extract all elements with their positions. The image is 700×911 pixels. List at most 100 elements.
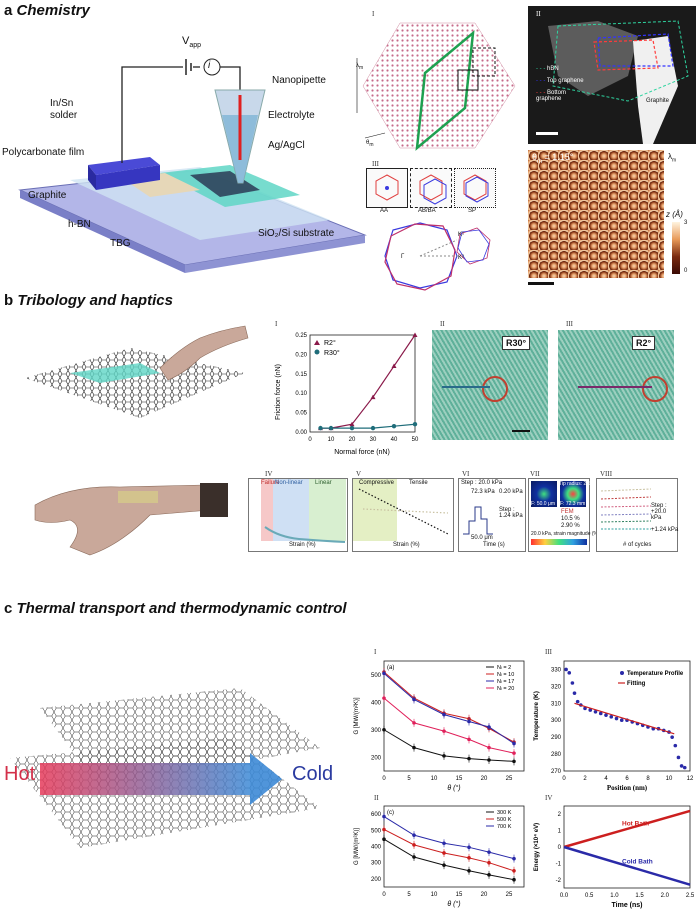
z-colorbar — [672, 222, 680, 274]
friction-legend-r30: R30° — [324, 349, 340, 357]
x-tick: 20 — [481, 776, 488, 782]
nanopipette-label: Nanopipette — [272, 75, 326, 86]
y-axis-label: G [MW/(m²K)] — [354, 697, 360, 734]
temperature-profile-chart: 0 2 4 6 8 10 12 270 280 290 300 310 320 330 Position (… — [533, 660, 694, 792]
legend-marker — [620, 671, 624, 675]
label-aa: AA — [380, 208, 389, 214]
r30-badge: R30° — [502, 336, 531, 350]
legend-bottom-graphene: - - - Bottom graphene — [536, 90, 567, 102]
temperature-point — [670, 735, 674, 739]
optical-image: II - - - hBN - - - Top graphene - - - Bo… — [528, 6, 696, 144]
electrolyte-label: Electrolyte — [268, 110, 315, 121]
vi-base: 50.0 μm — [471, 535, 493, 541]
panel-c-I: I — [374, 648, 377, 656]
stacking-abba — [410, 168, 452, 208]
temperature-point — [673, 743, 678, 748]
x-axis-label: Time (ns) — [612, 902, 643, 909]
panel-b-I: I — [275, 320, 278, 328]
panel-c-II: II — [374, 794, 379, 802]
y-tick: 500 — [371, 673, 382, 679]
y-tick: -1 — [556, 861, 562, 867]
temperature-point — [614, 716, 619, 721]
r2-ring — [642, 376, 668, 402]
y-tick: -2 — [556, 878, 562, 884]
y-tick: 1 — [558, 829, 562, 835]
temperature-point — [564, 667, 568, 672]
series-line — [383, 829, 515, 872]
vii-f2: F: 72.3 mm — [560, 501, 586, 507]
temperature-point — [570, 681, 575, 685]
x-tick: 0.5 — [585, 893, 594, 899]
lambda-m-label-a: λm — [356, 63, 364, 72]
panel-c-III: III — [545, 648, 552, 656]
panel-c-IV: IV — [545, 794, 553, 802]
friction-point — [349, 421, 355, 427]
friction-ytick: 0.25 — [295, 333, 307, 339]
panel-a-III: III — [372, 160, 379, 168]
friction-xtick: 30 — [370, 437, 377, 443]
panel-vii: Tip radius: 2.5 mm F: 50.0 μm F: 72.3 mm… — [528, 478, 600, 552]
x-tick: 15 — [456, 776, 463, 782]
y-axis-label: Energy (×10⁴ eV) — [534, 823, 540, 871]
label-sp: SP — [468, 208, 477, 214]
temperature-point — [583, 706, 587, 711]
friction-legend-r2: R2° — [324, 339, 336, 347]
r30-image: R30° — [432, 330, 548, 440]
lambda-m-label-stm: λm — [668, 152, 677, 164]
friction-xtick: 50 — [412, 437, 419, 443]
y-axis-label: Temperature (K) — [533, 691, 540, 741]
friction-xtick: 20 — [349, 437, 356, 443]
panel-b-IV: IV — [265, 470, 273, 478]
vii-p2: 2.90 % — [561, 523, 580, 529]
temperature-point — [575, 699, 580, 704]
friction-chart: 0 10 20 30 40 50 0.00 0.05 0.10 0.15 0.20 0.25 Fric… — [275, 332, 419, 456]
friction-axes-frame — [309, 334, 416, 433]
bath-line — [563, 845, 691, 886]
x-tick: 0 — [382, 776, 386, 782]
section-c-title: c Thermal transport and thermodynamic co… — [4, 600, 347, 617]
y-tick: 2 — [558, 812, 562, 818]
y-tick: 400 — [371, 845, 382, 851]
temperature-point — [609, 715, 614, 719]
friction-xtick: 0 — [308, 437, 312, 443]
x-tick: 15 — [456, 892, 463, 898]
temperature-point — [619, 718, 624, 723]
label-abba: AB/BA — [418, 208, 436, 214]
vapp-label: Vapp — [182, 35, 202, 50]
x-tick: 2 — [583, 776, 587, 782]
fitting-line — [574, 702, 675, 735]
hand-sensor-illustration — [34, 483, 228, 556]
agcl-label: Ag/AgCl — [268, 140, 305, 151]
y-tick: 300 — [551, 718, 562, 724]
x-tick: 2.0 — [661, 893, 670, 899]
scale-bar — [536, 132, 558, 135]
y-tick: 400 — [371, 700, 382, 706]
polycarbonate-label: Polycarbonate film — [2, 147, 85, 158]
viii-xlabel: # of cycles — [623, 542, 652, 548]
r2-badge: R2° — [632, 336, 656, 350]
temperature-point — [572, 691, 577, 695]
panel-label: (c) — [387, 810, 394, 816]
vii-colorbar-label: 20.0 kPa, strain magnitude (%) — [531, 531, 600, 537]
y-tick: 600 — [371, 812, 382, 818]
panel-iv-chart: Failure Non-linear Linear Strain (%) — [248, 478, 348, 552]
x-tick: 6 — [625, 776, 629, 782]
x-axis-label: Position (nm) — [607, 784, 648, 792]
legend-entry: Fitting — [627, 681, 646, 687]
r2-arrow — [578, 386, 652, 388]
friction-ytick: 0.15 — [295, 372, 307, 378]
axes-frame — [563, 660, 691, 772]
x-tick: 20 — [481, 892, 488, 898]
stacking-sp — [454, 168, 496, 208]
x-tick: 2.5 — [686, 893, 695, 899]
temperature-point — [598, 711, 603, 716]
x-axis-label: θ (°) — [447, 900, 460, 908]
x-tick: 10 — [666, 776, 673, 782]
r2-image: R2° — [558, 330, 674, 440]
x-tick: 0.0 — [560, 893, 569, 899]
moire-lattice — [356, 22, 516, 151]
r30-ring — [482, 376, 508, 402]
iv-region-linear: Linear — [315, 480, 332, 486]
axes-frame — [383, 805, 525, 888]
vii-f1: F: 50.0 μm — [531, 501, 555, 507]
